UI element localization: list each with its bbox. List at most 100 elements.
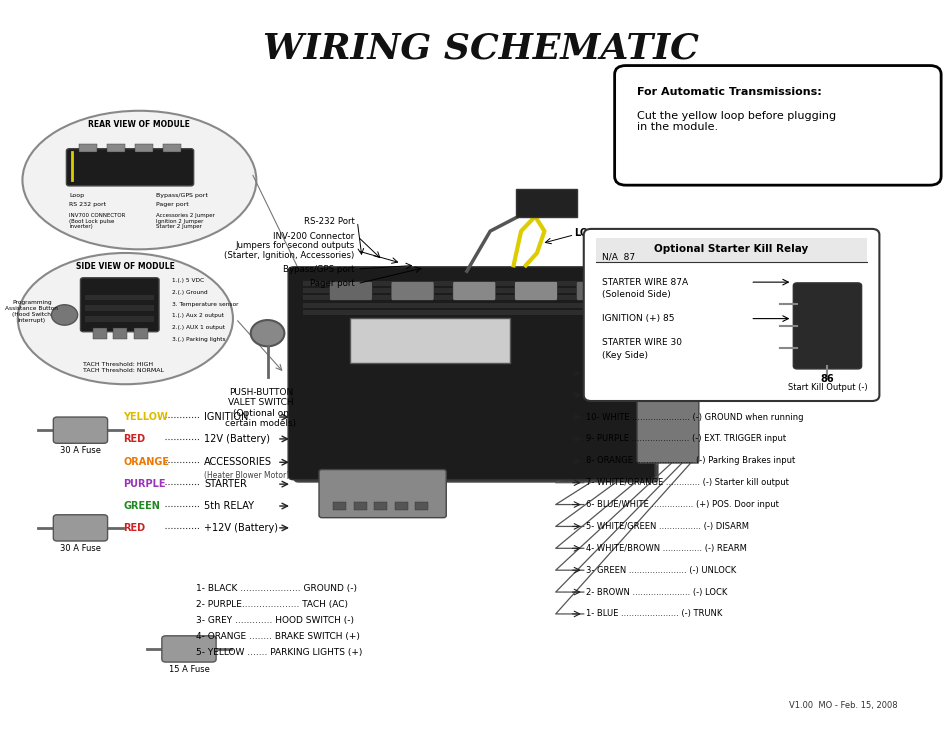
Text: 10- WHITE ...................... (-) GROUND when running: 10- WHITE ...................... (-) GRO…: [585, 413, 803, 422]
FancyBboxPatch shape: [330, 281, 372, 300]
Bar: [113, 328, 127, 339]
FancyBboxPatch shape: [391, 281, 434, 300]
FancyBboxPatch shape: [288, 267, 655, 479]
Text: +12V (Battery): +12V (Battery): [204, 523, 278, 533]
Text: Jumpers for second outputs
(Starter, Ignition, Accessories): Jumpers for second outputs (Starter, Ign…: [224, 241, 354, 261]
Bar: [303, 280, 640, 285]
FancyBboxPatch shape: [515, 281, 558, 300]
Text: 2.(.) AUX 1 output: 2.(.) AUX 1 output: [172, 325, 225, 330]
Ellipse shape: [23, 111, 256, 250]
Text: Bypass/GPS port: Bypass/GPS port: [156, 193, 208, 198]
Bar: [106, 143, 125, 152]
FancyBboxPatch shape: [66, 149, 194, 186]
Text: GREEN: GREEN: [124, 501, 161, 511]
Text: 12- YELLOW ...................... (+) Glow plug input: 12- YELLOW ...................... (+) Gl…: [585, 369, 781, 378]
FancyBboxPatch shape: [583, 229, 880, 401]
FancyBboxPatch shape: [162, 636, 216, 662]
Ellipse shape: [18, 253, 233, 384]
Bar: [135, 143, 154, 152]
Text: 3- GREY ............. HOOD SWITCH (-): 3- GREY ............. HOOD SWITCH (-): [196, 616, 353, 625]
Text: 15 A Fuse: 15 A Fuse: [168, 665, 209, 674]
Circle shape: [251, 320, 284, 346]
Text: LOOP: LOOP: [575, 228, 604, 239]
Text: PURPLE: PURPLE: [124, 479, 166, 489]
Text: Programming
Assistance Button
(Hood Switch
Interrupt): Programming Assistance Button (Hood Swit…: [6, 300, 58, 323]
Text: Pager port: Pager port: [156, 202, 189, 207]
Text: 4- ORANGE ........ BRAKE SWITCH (+): 4- ORANGE ........ BRAKE SWITCH (+): [196, 632, 359, 641]
Bar: [86, 305, 154, 311]
Text: STARTER WIRE 30: STARTER WIRE 30: [602, 338, 682, 347]
Text: 12V (Battery): 12V (Battery): [204, 434, 270, 444]
Text: REAR VIEW OF MODULE: REAR VIEW OF MODULE: [88, 119, 190, 129]
Text: 9- PURPLE ...................... (-) EXT. TRIGGER input: 9- PURPLE ...................... (-) EXT…: [585, 434, 786, 444]
Text: (Key Side): (Key Side): [602, 351, 649, 359]
Text: RED: RED: [124, 523, 145, 533]
Text: (Heater Blower Motor): (Heater Blower Motor): [204, 471, 289, 480]
Bar: [353, 501, 367, 510]
Text: Optional Starter Kill Relay: Optional Starter Kill Relay: [655, 244, 808, 254]
Text: 1- BLACK ..................... GROUND (-): 1- BLACK ..................... GROUND (-…: [196, 584, 356, 593]
Text: YELLOW: YELLOW: [124, 412, 168, 422]
Text: Temperature Sensor (optional): Temperature Sensor (optional): [614, 269, 751, 279]
Bar: [303, 295, 640, 300]
Text: 3.(.) Parking lights: 3.(.) Parking lights: [172, 337, 226, 342]
Bar: [350, 318, 510, 363]
Bar: [626, 368, 643, 378]
Bar: [134, 328, 148, 339]
Text: RS-232 Port: RS-232 Port: [304, 217, 354, 226]
Bar: [596, 239, 867, 263]
Bar: [303, 302, 640, 307]
Bar: [588, 264, 607, 284]
Text: 30 A Fuse: 30 A Fuse: [60, 544, 101, 553]
Bar: [79, 143, 97, 152]
Text: 5- WHITE/GREEN ................ (-) DISARM: 5- WHITE/GREEN ................ (-) DISA…: [585, 522, 749, 531]
Text: SIDE VIEW OF MODULE: SIDE VIEW OF MODULE: [76, 262, 175, 271]
Text: IGNITION: IGNITION: [204, 412, 248, 422]
FancyBboxPatch shape: [793, 283, 862, 369]
Text: 8- ORANGE ...................... (-) Parking Brakes input: 8- ORANGE ...................... (-) Par…: [585, 456, 795, 466]
Bar: [303, 310, 640, 315]
Text: Loop: Loop: [69, 193, 85, 198]
FancyBboxPatch shape: [294, 271, 658, 482]
Bar: [86, 316, 154, 322]
Text: Accessories 2 Jumper
Ignition 2 Jumper
Starter 2 Jumper: Accessories 2 Jumper Ignition 2 Jumper S…: [156, 213, 215, 229]
Text: STARTER: STARTER: [204, 479, 247, 489]
Text: Start Kill Output (-): Start Kill Output (-): [788, 384, 867, 392]
Bar: [626, 343, 643, 353]
Text: N/A  87: N/A 87: [602, 252, 636, 261]
Text: 3- GREEN ...................... (-) UNLOCK: 3- GREEN ...................... (-) UNLO…: [585, 566, 736, 575]
Bar: [86, 294, 154, 300]
Text: 3. YELLOW .......... (-) PARKING LIGHTS: 3. YELLOW .......... (-) PARKING LIGHTS: [726, 299, 869, 308]
Text: 1.(.) 5 VDC: 1.(.) 5 VDC: [172, 278, 204, 283]
Text: 2.(.) Ground: 2.(.) Ground: [172, 290, 208, 295]
Text: Cut the yellow loop before plugging
in the module.: Cut the yellow loop before plugging in t…: [637, 111, 836, 132]
FancyBboxPatch shape: [628, 299, 694, 326]
Text: 30 A Fuse: 30 A Fuse: [60, 447, 101, 455]
Text: Pager port: Pager port: [310, 279, 354, 288]
Bar: [303, 288, 640, 293]
FancyBboxPatch shape: [637, 342, 699, 463]
FancyBboxPatch shape: [453, 281, 496, 300]
Text: INV-200 Connector: INV-200 Connector: [274, 232, 354, 241]
Bar: [92, 328, 106, 339]
Text: 86: 86: [821, 374, 834, 384]
FancyBboxPatch shape: [577, 281, 619, 300]
Text: TACH Threshold: HIGH
TACH Threshold: NORMAL: TACH Threshold: HIGH TACH Threshold: NOR…: [84, 362, 164, 373]
Text: 11- GREY ...................... (-) NEG. Door input: 11- GREY ...................... (-) NEG.…: [585, 391, 768, 400]
Text: For Automatic Transmissions:: For Automatic Transmissions:: [637, 87, 822, 97]
Text: 5- YELLOW ....... PARKING LIGHTS (+): 5- YELLOW ....... PARKING LIGHTS (+): [196, 648, 362, 657]
Text: 4- WHITE/BROWN ............... (-) REARM: 4- WHITE/BROWN ............... (-) REARM: [585, 544, 747, 553]
Text: 2- PURPLE.................... TACH (AC): 2- PURPLE.................... TACH (AC): [196, 600, 348, 609]
Text: 1.(.) Aux 2 output: 1.(.) Aux 2 output: [172, 313, 224, 318]
FancyBboxPatch shape: [53, 417, 107, 444]
Text: STARTER WIRE 87A: STARTER WIRE 87A: [602, 277, 689, 287]
Text: RS 232 port: RS 232 port: [69, 202, 106, 207]
FancyBboxPatch shape: [615, 66, 941, 185]
Text: PUSH-BUTTON
VALET SWITCH
(Optional on
certain models): PUSH-BUTTON VALET SWITCH (Optional on ce…: [225, 388, 296, 428]
Text: WIRING SCHEMATIC: WIRING SCHEMATIC: [263, 31, 699, 66]
Text: RED: RED: [124, 434, 145, 444]
Text: 2- BROWN ...................... (-) LOCK: 2- BROWN ...................... (-) LOCK: [585, 588, 727, 597]
Text: ORANGE: ORANGE: [124, 458, 169, 467]
Bar: [395, 501, 408, 510]
FancyBboxPatch shape: [53, 515, 107, 541]
